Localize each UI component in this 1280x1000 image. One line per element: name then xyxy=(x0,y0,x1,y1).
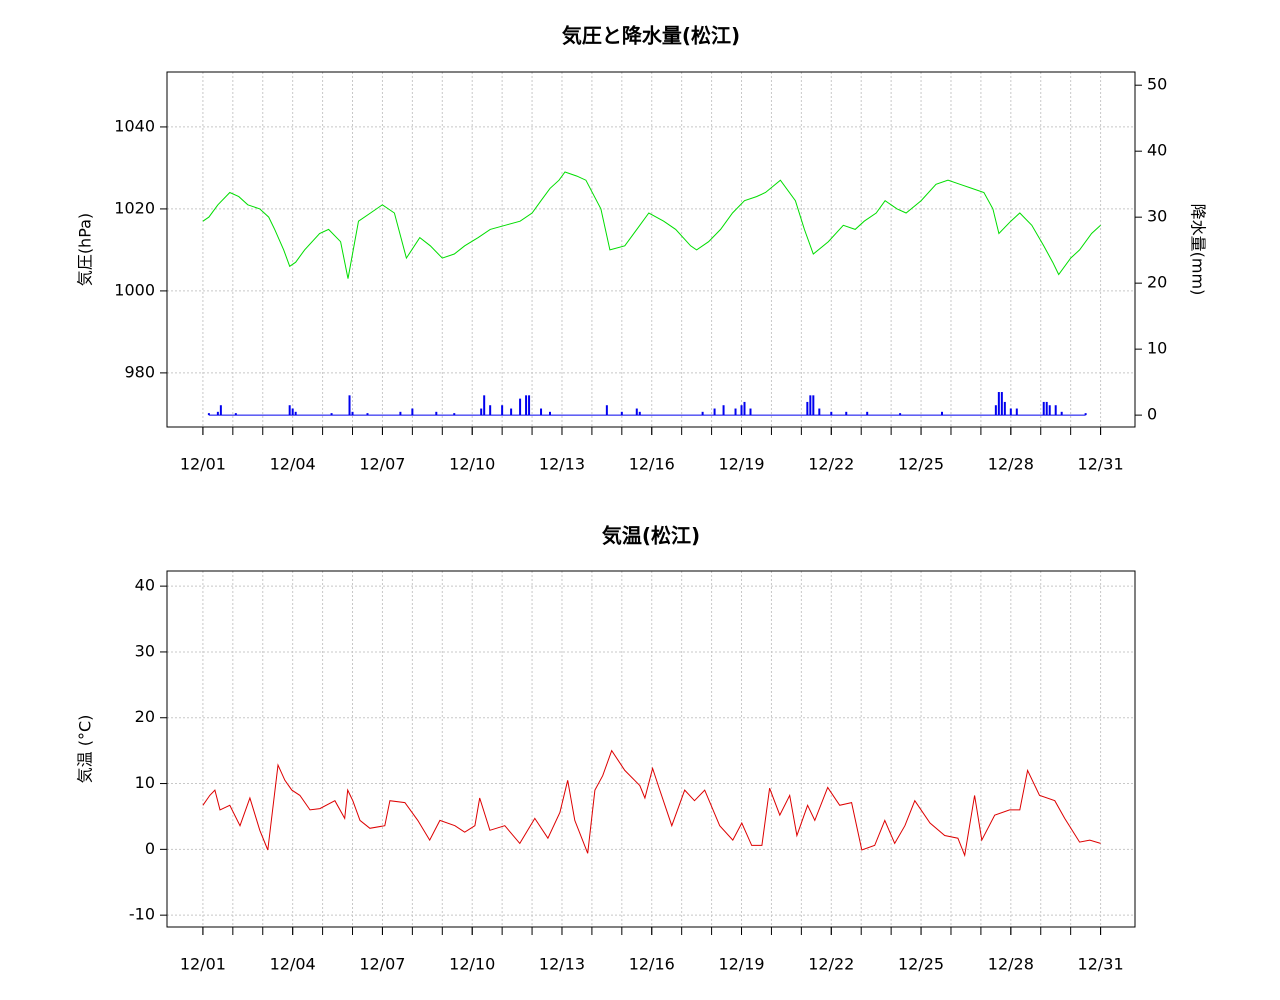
x-tick-label: 12/16 xyxy=(629,955,675,974)
chart-title: 気温(松江) xyxy=(602,524,700,548)
x-tick-label: 12/16 xyxy=(629,455,675,474)
y-tick-label: 30 xyxy=(135,641,155,660)
x-tick-label: 12/01 xyxy=(180,955,226,974)
x-tick-label: 12/04 xyxy=(270,955,316,974)
x-tick-label: 12/13 xyxy=(539,455,585,474)
x-tick-label: 12/25 xyxy=(898,455,944,474)
y2-tick-label: 10 xyxy=(1147,339,1167,358)
x-tick-label: 12/07 xyxy=(359,955,405,974)
x-tick-label: 12/22 xyxy=(808,955,854,974)
y-axis-label: 気温 (°C) xyxy=(76,715,95,784)
y-tick-label: 0 xyxy=(145,839,155,858)
y-tick-label: 20 xyxy=(135,707,155,726)
y-axis-label: 気圧(hPa) xyxy=(76,213,95,286)
y2-tick-label: 50 xyxy=(1147,75,1167,94)
x-tick-label: 12/31 xyxy=(1078,455,1124,474)
y-tick-label: 1000 xyxy=(114,280,155,299)
y-tick-label: 1040 xyxy=(114,116,155,135)
x-tick-label: 12/19 xyxy=(718,455,764,474)
plot-frame xyxy=(166,71,1136,428)
x-tick-label: 12/28 xyxy=(988,955,1034,974)
x-tick-label: 12/19 xyxy=(718,955,764,974)
y-tick-label: -10 xyxy=(129,905,155,924)
y-tick-label: 980 xyxy=(124,362,155,381)
x-tick-label: 12/22 xyxy=(808,455,854,474)
x-tick-label: 12/04 xyxy=(270,455,316,474)
y2-tick-label: 20 xyxy=(1147,273,1167,292)
data-line xyxy=(202,749,1101,858)
y2-axis-label: 降水量(mm) xyxy=(1189,204,1208,296)
plot-frame xyxy=(166,570,1136,928)
chart-title: 気圧と降水量(松江) xyxy=(562,24,740,48)
x-tick-label: 12/13 xyxy=(539,955,585,974)
y2-tick-label: 40 xyxy=(1147,141,1167,160)
y2-tick-label: 30 xyxy=(1147,207,1167,226)
y-tick-label: 10 xyxy=(135,773,155,792)
x-tick-label: 12/10 xyxy=(449,955,495,974)
x-tick-label: 12/31 xyxy=(1078,955,1124,974)
y2-tick-label: 0 xyxy=(1147,405,1157,424)
y-tick-label: 1020 xyxy=(114,198,155,217)
x-tick-label: 12/10 xyxy=(449,455,495,474)
x-tick-label: 12/01 xyxy=(180,455,226,474)
x-tick-label: 12/25 xyxy=(898,955,944,974)
x-tick-label: 12/07 xyxy=(359,455,405,474)
x-tick-label: 12/28 xyxy=(988,455,1034,474)
data-line xyxy=(202,171,1101,279)
y-tick-label: 40 xyxy=(135,576,155,595)
